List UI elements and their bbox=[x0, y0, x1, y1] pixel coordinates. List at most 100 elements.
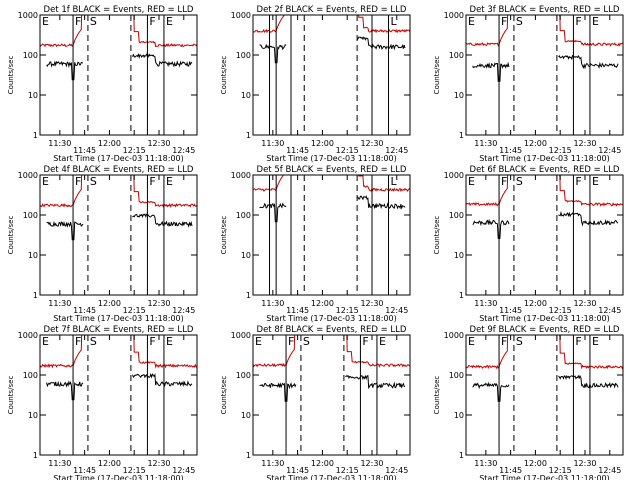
marker-label: E bbox=[592, 335, 599, 348]
x-tick-label: 11:30 bbox=[474, 139, 497, 148]
y-tick-label: 1 bbox=[459, 451, 464, 460]
x-tick-label: 11:45 bbox=[499, 146, 522, 155]
y-tick-label: 1000 bbox=[231, 331, 251, 340]
x-tick-label: 11:45 bbox=[499, 466, 522, 475]
y-tick-label: 10 bbox=[241, 411, 251, 420]
y-tick-label: 10 bbox=[241, 91, 251, 100]
y-tick-label: 1000 bbox=[231, 171, 251, 180]
panel-title: Det 2f BLACK = Events, RED = LLD bbox=[257, 5, 407, 15]
marker-label: F bbox=[575, 175, 581, 188]
marker-label: E bbox=[592, 15, 599, 28]
x-tick-label: 12:15 bbox=[549, 306, 572, 315]
panel-frame bbox=[39, 14, 198, 136]
marker-label: E bbox=[379, 335, 386, 348]
panel-data bbox=[253, 175, 410, 223]
y-tick-label: 100 bbox=[236, 371, 251, 380]
y-tick-label: 10 bbox=[28, 251, 38, 260]
y-tick-label: 1000 bbox=[444, 11, 464, 20]
x-tick-label: 12:00 bbox=[524, 299, 547, 308]
x-tick-label: 12:15 bbox=[123, 466, 146, 475]
marker-label: F bbox=[149, 15, 155, 28]
x-tick-label: 12:00 bbox=[98, 139, 121, 148]
x-tick-label: 12:00 bbox=[98, 299, 121, 308]
series-lld-line bbox=[40, 15, 197, 48]
x-axis-label: Start Time (17-Dec-03 11:18:00) bbox=[53, 314, 184, 323]
x-tick-label: 12:30 bbox=[147, 459, 170, 468]
x-tick-label: 12:00 bbox=[311, 459, 334, 468]
y-tick-label: 10 bbox=[454, 251, 464, 260]
y-tick-label: 10 bbox=[28, 411, 38, 420]
x-tick-label: 12:30 bbox=[147, 299, 170, 308]
panel-data bbox=[40, 175, 197, 241]
y-tick-label: 1 bbox=[33, 291, 38, 300]
x-tick-label: 11:30 bbox=[261, 459, 284, 468]
y-tick-label: 100 bbox=[23, 371, 38, 380]
x-tick-label: 11:30 bbox=[474, 459, 497, 468]
panel-data bbox=[40, 335, 197, 401]
series-lld-line bbox=[253, 175, 410, 193]
panel-title: Det 8f BLACK = Events, RED = LLD bbox=[257, 325, 407, 335]
marker-label: S bbox=[90, 335, 97, 348]
series-lld-line bbox=[253, 335, 410, 368]
series-lld-line bbox=[40, 335, 197, 369]
y-tick-label: 1000 bbox=[444, 331, 464, 340]
x-tick-label: 11:30 bbox=[48, 299, 71, 308]
panel-title: Det 4f BLACK = Events, RED = LLD bbox=[44, 165, 194, 175]
panel-frame bbox=[39, 334, 198, 456]
x-axis-label: Start Time (17-Dec-03 11:18:00) bbox=[479, 154, 610, 163]
marker-label: E bbox=[468, 175, 475, 188]
panel-frame bbox=[252, 174, 411, 296]
y-axis-label: Counts/sec bbox=[7, 376, 15, 415]
x-axis-label: Start Time (17-Dec-03 11:18:00) bbox=[266, 474, 397, 480]
panel-data bbox=[253, 335, 410, 402]
x-tick-label: 12:30 bbox=[573, 459, 596, 468]
y-tick-label: 10 bbox=[28, 91, 38, 100]
y-tick-label: 1 bbox=[459, 131, 464, 140]
series-events-line bbox=[259, 195, 406, 223]
y-tick-label: 1 bbox=[33, 451, 38, 460]
x-tick-label: 12:00 bbox=[311, 139, 334, 148]
panel-data bbox=[40, 15, 197, 81]
x-tick-label: 11:30 bbox=[261, 139, 284, 148]
x-tick-label: 12:45 bbox=[598, 466, 621, 475]
panel-frame bbox=[39, 174, 198, 296]
x-tick-label: 12:30 bbox=[360, 299, 383, 308]
x-tick-label: 12:15 bbox=[336, 466, 359, 475]
marker-label: F bbox=[75, 15, 81, 28]
marker-label: F bbox=[501, 15, 507, 28]
marker-label: E bbox=[42, 15, 49, 28]
marker-label: E bbox=[255, 335, 262, 348]
panel-5: Det 5f BLACK = Events, RED = LLDL11:3011… bbox=[220, 165, 411, 323]
x-tick-label: 12:00 bbox=[311, 299, 334, 308]
marker-label: E bbox=[166, 335, 173, 348]
y-tick-label: 100 bbox=[236, 51, 251, 60]
marker-label: S bbox=[516, 15, 523, 28]
marker-label: S bbox=[90, 175, 97, 188]
x-tick-label: 11:30 bbox=[261, 299, 284, 308]
y-tick-label: 1 bbox=[459, 291, 464, 300]
panel-data bbox=[253, 15, 410, 64]
marker-label: E bbox=[166, 15, 173, 28]
marker-label: F bbox=[288, 335, 294, 348]
x-tick-label: 11:30 bbox=[48, 459, 71, 468]
x-tick-label: 12:15 bbox=[549, 146, 572, 155]
marker-label: E bbox=[42, 175, 49, 188]
marker-label: F bbox=[501, 175, 507, 188]
x-tick-label: 12:45 bbox=[385, 146, 408, 155]
panel-frame bbox=[465, 14, 624, 136]
x-tick-label: 11:30 bbox=[48, 139, 71, 148]
marker-label: L bbox=[391, 15, 398, 28]
panel-2: Det 2f BLACK = Events, RED = LLDL11:3011… bbox=[220, 5, 411, 163]
y-tick-label: 100 bbox=[23, 51, 38, 60]
y-axis-label: Counts/sec bbox=[433, 216, 441, 255]
x-axis-label: Start Time (17-Dec-03 11:18:00) bbox=[479, 474, 610, 480]
series-events-line bbox=[472, 54, 619, 82]
series-events-line bbox=[472, 374, 619, 402]
marker-label: F bbox=[501, 335, 507, 348]
y-tick-label: 10 bbox=[454, 411, 464, 420]
